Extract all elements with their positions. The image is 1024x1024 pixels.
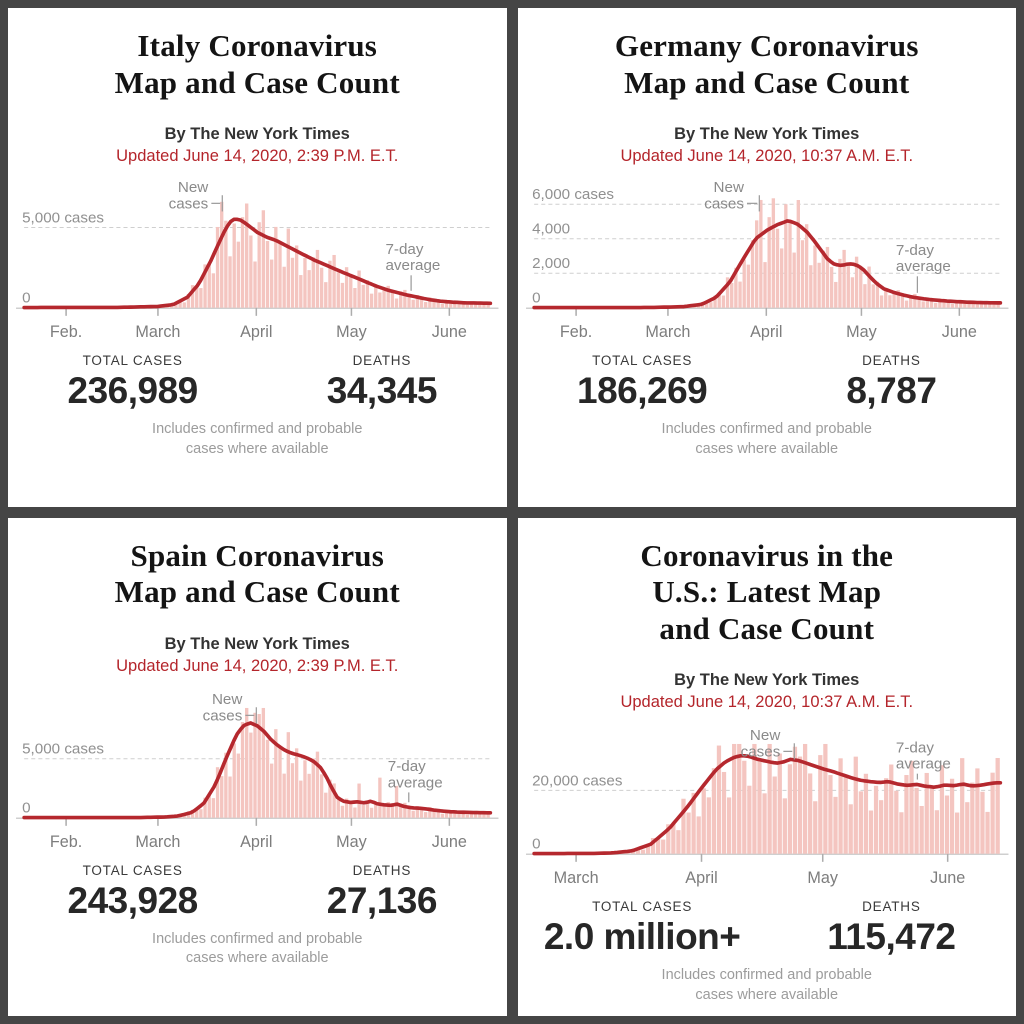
deaths-stat: DEATHS 115,472: [767, 899, 1016, 958]
updated-timestamp: Updated June 14, 2020, 2:39 P.M. E.T.: [116, 147, 399, 166]
deaths-label: DEATHS: [352, 353, 412, 369]
svg-text:May: May: [807, 869, 839, 887]
svg-text:0: 0: [532, 290, 540, 307]
article-title: Spain Coronavirus Map and Case Count: [114, 537, 400, 610]
byline: By The New York Times: [164, 125, 350, 144]
updated-timestamp: Updated June 14, 2020, 10:37 A.M. E.T.: [620, 147, 914, 166]
updated-timestamp: Updated June 14, 2020, 2:39 P.M. E.T.: [116, 656, 399, 675]
svg-text:5,000 cases: 5,000 cases: [22, 210, 104, 227]
deaths-value: 115,472: [827, 916, 956, 958]
svg-text:June: June: [941, 323, 976, 341]
svg-text:April: April: [750, 323, 782, 341]
svg-text:April: April: [685, 869, 717, 887]
byline: By The New York Times: [164, 634, 350, 653]
deaths-label: DEATHS: [352, 862, 412, 878]
svg-text:May: May: [336, 323, 368, 341]
article-title: Italy Coronavirus Map and Case Count: [114, 28, 400, 100]
svg-text:7-day: 7-day: [895, 740, 933, 757]
svg-text:0: 0: [22, 290, 30, 307]
svg-text:New: New: [749, 727, 779, 744]
svg-text:average: average: [895, 756, 950, 773]
svg-text:7-day: 7-day: [895, 242, 933, 259]
article-title: Germany Coronavirus Map and Case Count: [614, 28, 919, 100]
svg-text:April: April: [240, 833, 272, 851]
total-cases-label: TOTAL CASES: [82, 862, 183, 878]
deaths-value: 27,136: [326, 879, 438, 921]
svg-text:0: 0: [22, 799, 30, 816]
deaths-stat: DEATHS 27,136: [257, 863, 506, 922]
svg-text:March: March: [135, 323, 180, 341]
svg-text:average: average: [388, 774, 443, 791]
svg-text:cases: cases: [740, 744, 780, 761]
total-cases-label: TOTAL CASES: [592, 899, 693, 915]
total-cases-value: 243,928: [67, 879, 199, 921]
svg-text:average: average: [385, 257, 440, 274]
stats-row: TOTAL CASES 2.0 million+ DEATHS 115,472: [518, 899, 1017, 958]
total-cases-value: 2.0 million+: [543, 916, 741, 958]
daily-cases-chart-spain: 5,000 cases 0 Feb. March April May June Newcase…: [16, 691, 499, 851]
deaths-value: 34,345: [326, 370, 438, 412]
card-us: Coronavirus in the U.S.: Latest Map and …: [517, 517, 1017, 1016]
footnote: Includes confirmed and probable cases wh…: [152, 930, 363, 967]
svg-text:20,000 cases: 20,000 cases: [532, 773, 623, 790]
svg-text:cases: cases: [169, 196, 209, 213]
stats-row: TOTAL CASES 186,269 DEATHS 8,787: [518, 353, 1017, 412]
svg-text:7-day: 7-day: [385, 241, 423, 258]
svg-text:cases: cases: [203, 707, 243, 724]
daily-cases-chart-germany: 6,000 cases 4,000 2,000 0 Feb. March April May J…: [525, 179, 1008, 341]
svg-text:5,000 cases: 5,000 cases: [22, 740, 104, 757]
total-cases-label: TOTAL CASES: [592, 353, 693, 369]
total-cases-value: 236,989: [67, 370, 199, 412]
svg-text:Feb.: Feb.: [50, 833, 82, 851]
deaths-stat: DEATHS 8,787: [767, 353, 1016, 412]
card-italy: Italy Coronavirus Map and Case Count By …: [8, 8, 507, 507]
svg-text:June: June: [432, 323, 467, 341]
svg-text:cases: cases: [704, 196, 744, 213]
stats-row: TOTAL CASES 236,989 DEATHS 34,345: [8, 353, 507, 412]
article-title: Coronavirus in the U.S.: Latest Map and …: [640, 537, 894, 646]
byline: By The New York Times: [674, 125, 860, 144]
svg-text:June: June: [432, 833, 467, 851]
byline: By The New York Times: [674, 671, 860, 690]
svg-text:4,000: 4,000: [532, 221, 570, 238]
footnote: Includes confirmed and probable cases wh…: [661, 967, 872, 1003]
daily-cases-chart-italy: 5,000 cases 0 Feb. March April May June Newcase…: [16, 179, 499, 341]
deaths-stat: DEATHS 34,345: [257, 353, 506, 412]
footnote: Includes confirmed and probable cases wh…: [661, 421, 872, 457]
svg-text:2,000: 2,000: [532, 255, 570, 272]
svg-text:New: New: [178, 179, 208, 196]
card-germany: Germany Coronavirus Map and Case Count B…: [517, 8, 1017, 507]
svg-text:New: New: [212, 691, 242, 708]
svg-text:average: average: [895, 258, 950, 275]
svg-text:6,000 cases: 6,000 cases: [532, 186, 614, 203]
svg-text:March: March: [135, 833, 180, 851]
svg-text:March: March: [553, 869, 598, 887]
updated-timestamp: Updated June 14, 2020, 10:37 A.M. E.T.: [620, 693, 914, 712]
svg-text:June: June: [930, 869, 965, 887]
total-cases-stat: TOTAL CASES 186,269: [518, 353, 767, 412]
svg-text:Feb.: Feb.: [50, 323, 82, 341]
card-spain: Spain Coronavirus Map and Case Count By …: [8, 517, 507, 1016]
total-cases-stat: TOTAL CASES 236,989: [8, 353, 257, 412]
deaths-label: DEATHS: [862, 899, 921, 915]
svg-text:March: March: [645, 323, 690, 341]
total-cases-stat: TOTAL CASES 2.0 million+: [518, 899, 767, 958]
svg-text:7-day: 7-day: [388, 758, 426, 775]
svg-text:Feb.: Feb.: [559, 323, 591, 341]
svg-text:May: May: [336, 833, 368, 851]
deaths-value: 8,787: [846, 370, 937, 412]
total-cases-label: TOTAL CASES: [82, 353, 183, 369]
svg-text:April: April: [240, 323, 272, 341]
deaths-label: DEATHS: [862, 353, 921, 369]
svg-text:May: May: [846, 323, 878, 341]
stats-row: TOTAL CASES 243,928 DEATHS 27,136: [8, 863, 507, 922]
svg-text:New: New: [713, 179, 743, 196]
total-cases-stat: TOTAL CASES 243,928: [8, 863, 257, 922]
total-cases-value: 186,269: [577, 370, 708, 412]
svg-text:0: 0: [532, 836, 540, 853]
footnote: Includes confirmed and probable cases wh…: [152, 421, 363, 457]
